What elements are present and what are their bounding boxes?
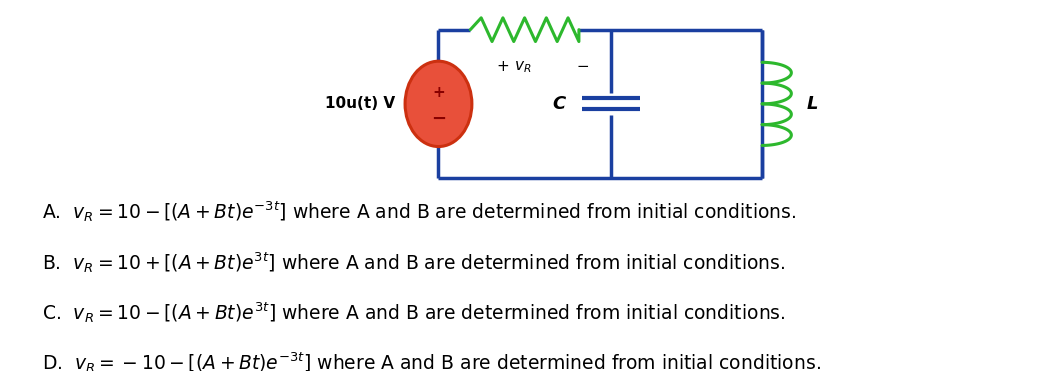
Text: +: + [497,59,514,74]
Ellipse shape [405,61,472,147]
Text: C.  $v_R = 10 - [(A + Bt)e^{3t}]$ where A and B are determined from initial cond: C. $v_R = 10 - [(A + Bt)e^{3t}]$ where A… [42,300,785,325]
Text: L: L [807,95,818,113]
Text: +: + [432,85,445,100]
Text: 10u(t) V: 10u(t) V [325,96,395,111]
Text: R: R [517,0,532,3]
Text: C: C [552,95,566,113]
Text: −: − [431,110,446,128]
Text: B.  $v_R = 10 + [(A + Bt)e^{3t}]$ where A and B are determined from initial cond: B. $v_R = 10 + [(A + Bt)e^{3t}]$ where A… [42,250,785,275]
Text: −: − [572,59,589,74]
Text: D.  $v_R = -10 - [(A + Bt)e^{-3t}]$ where A and B are determined from initial co: D. $v_R = -10 - [(A + Bt)e^{-3t}]$ where… [42,350,821,371]
Text: $v_R$: $v_R$ [514,59,531,75]
Text: A.  $v_R = 10 - [(A + Bt)e^{-3t}]$ where A and B are determined from initial con: A. $v_R = 10 - [(A + Bt)e^{-3t}]$ where … [42,200,796,224]
